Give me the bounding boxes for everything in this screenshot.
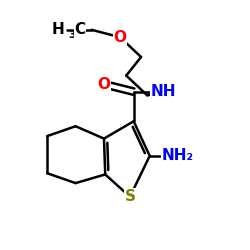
Text: S: S	[124, 189, 136, 204]
Text: NH₂: NH₂	[162, 148, 194, 164]
Text: H: H	[52, 22, 64, 37]
Text: O: O	[98, 77, 110, 92]
Text: 3: 3	[68, 30, 76, 40]
Text: NH: NH	[150, 84, 176, 99]
Text: O: O	[114, 30, 126, 45]
Text: C: C	[74, 22, 86, 37]
